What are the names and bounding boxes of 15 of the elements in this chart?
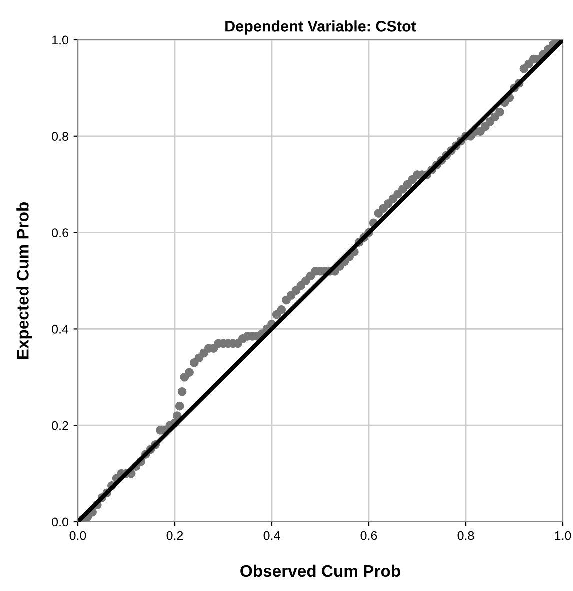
y-tick-label: 1.0 xyxy=(52,36,68,45)
y-tick-label: 0.2 xyxy=(52,421,68,430)
y-tick-label: 0.8 xyxy=(52,132,68,142)
y-tick-label: 0.0 xyxy=(52,518,68,527)
y-tick-label: 0.6 xyxy=(52,228,68,238)
x-tick-label: 0.0 xyxy=(70,531,86,540)
chart-title: Dependent Variable: CStot xyxy=(226,20,416,35)
x-tick-label: 1.0 xyxy=(555,531,572,540)
x-tick-label: 0.2 xyxy=(166,531,184,540)
y-axis-title: Expected Cum Prob xyxy=(16,202,32,360)
y-tick-label: 0.4 xyxy=(52,325,69,334)
x-tick-label: 0.8 xyxy=(458,531,474,540)
x-tick-label: 0.6 xyxy=(360,531,378,540)
x-tick-label: 0.4 xyxy=(264,531,280,540)
x-axis-title: Observed Cum Prob xyxy=(240,564,400,578)
